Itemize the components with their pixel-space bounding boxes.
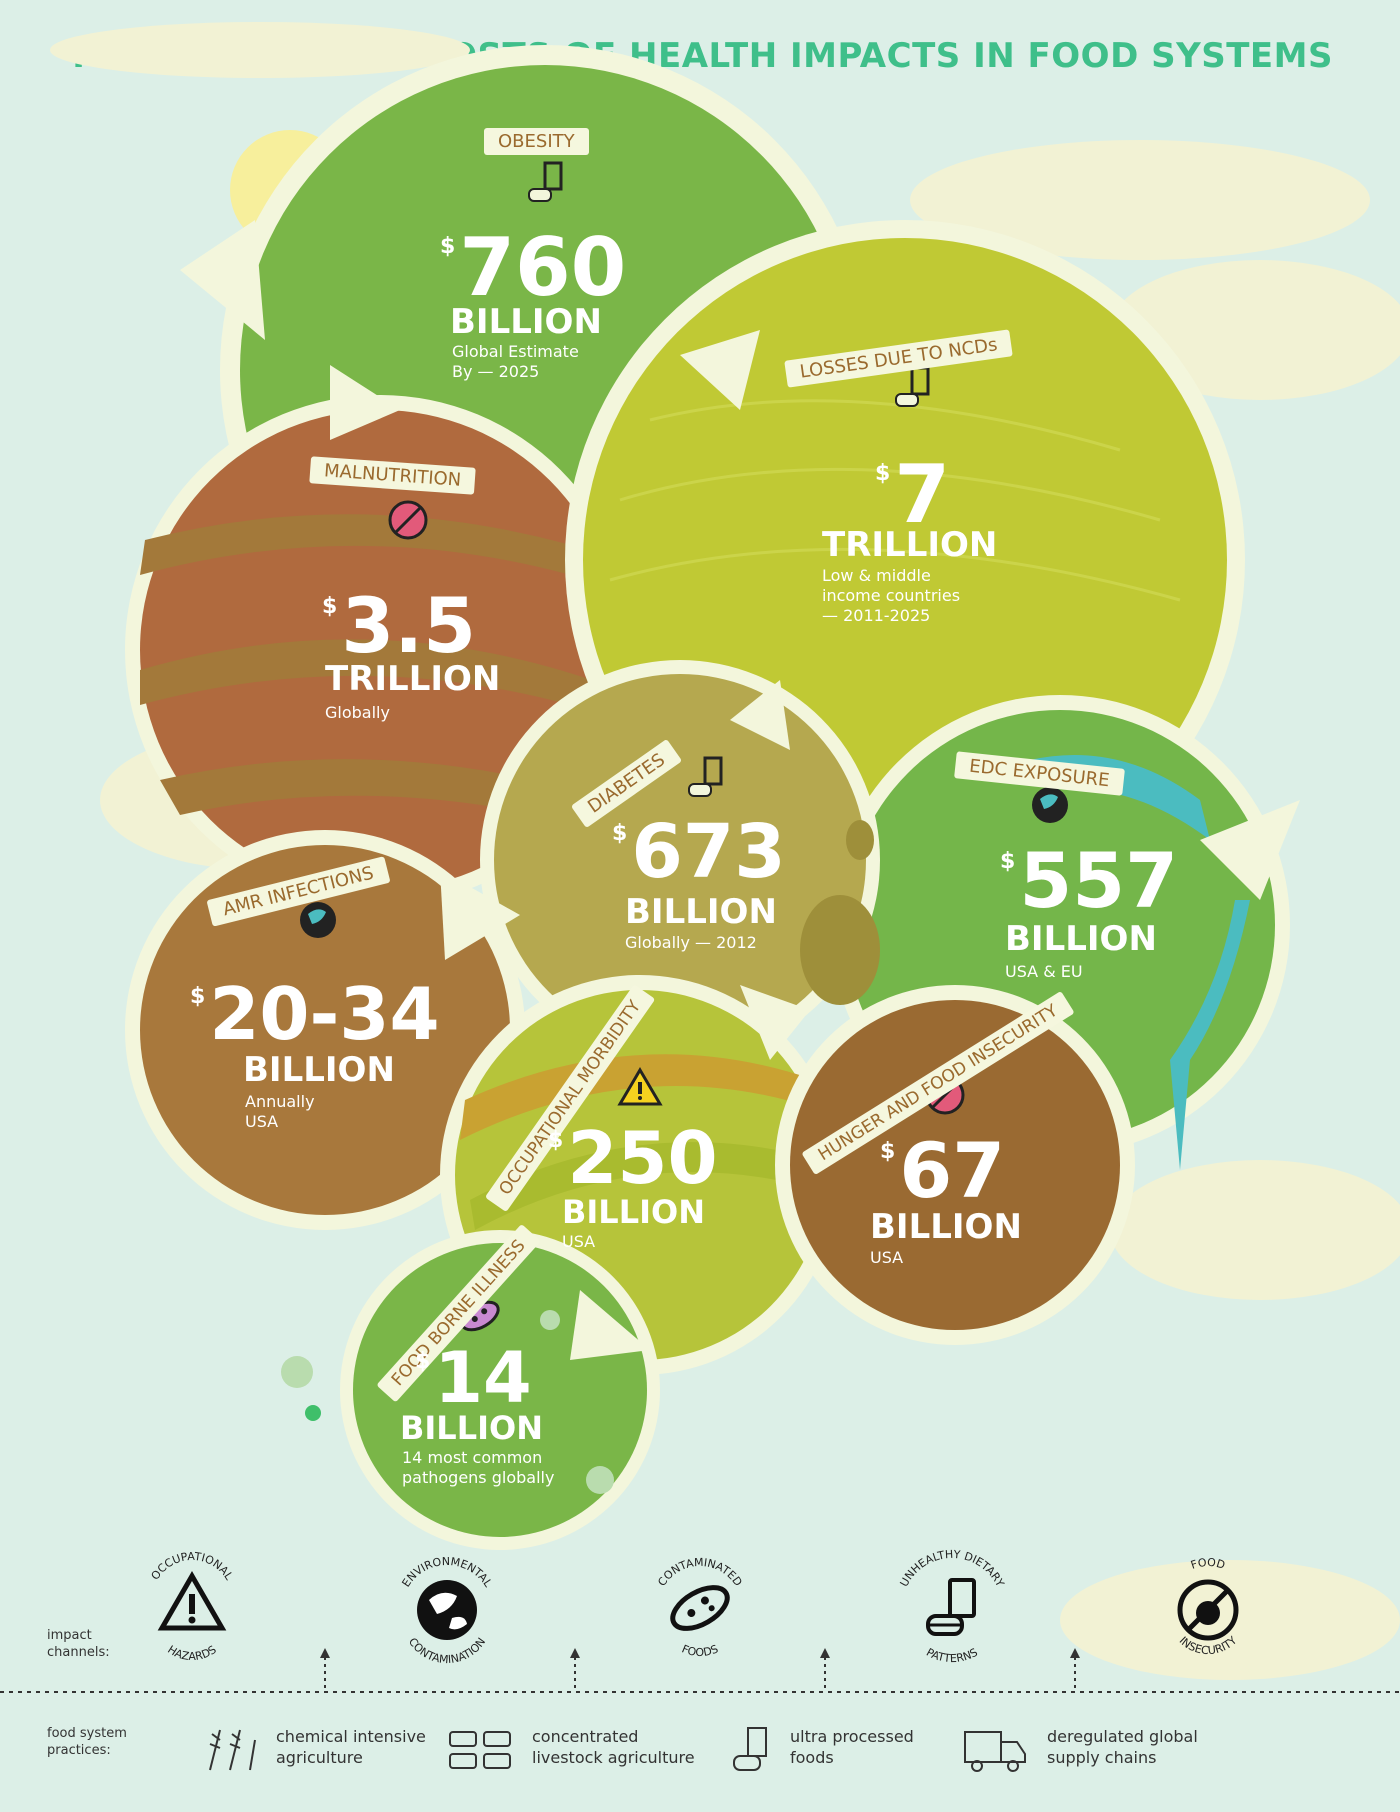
- amount-occupational: $250: [548, 1122, 718, 1194]
- svg-text:FOODS: FOODS: [680, 1642, 720, 1659]
- amount-value: 557: [1019, 836, 1178, 925]
- currency-symbol: $: [612, 821, 628, 846]
- amount-amr: $20-34: [190, 978, 440, 1050]
- practice-icon-processed-food: [733, 1727, 767, 1771]
- amount-hunger: $67: [880, 1133, 1005, 1209]
- food-system-practices-label: food system practices:: [47, 1726, 127, 1758]
- amount-value: 67: [899, 1126, 1006, 1215]
- legend-arrows: [320, 1648, 1080, 1688]
- amount-value: 760: [459, 221, 627, 314]
- amr-environmental-icon: [300, 902, 336, 938]
- bubble-diabetes-shape: [480, 660, 880, 1060]
- diabetes-diet-icon: [688, 756, 723, 797]
- amount-edc: $557: [1000, 843, 1178, 919]
- bubble-foodborne-shape: [340, 1230, 660, 1550]
- practice-livestock-agriculture: concentrated livestock agriculture: [532, 1727, 695, 1767]
- malnutrition-food-insecurity-icon: [388, 500, 428, 540]
- unit-hunger: BILLION: [870, 1207, 1022, 1247]
- unit-amr: BILLION: [243, 1050, 395, 1090]
- amount-value: 14: [434, 1337, 532, 1419]
- unit-diabetes: BILLION: [625, 892, 777, 932]
- amount-ncds: $7: [875, 455, 950, 535]
- currency-symbol: $: [548, 1128, 564, 1153]
- currency-symbol: $: [880, 1139, 896, 1164]
- channel-top-label: CONTAMINATED: [655, 1556, 744, 1589]
- amount-foodborne: $14: [415, 1343, 532, 1413]
- note-malnutrition: Globally: [325, 703, 390, 722]
- practice-icon-crops: [209, 1729, 256, 1771]
- currency-symbol: $: [875, 461, 891, 486]
- svg-text:UNHEALTHY DIETARY: UNHEALTHY DIETARY: [897, 1548, 1006, 1589]
- practice-icon-livestock: [449, 1731, 511, 1769]
- note-occupational: USA: [562, 1232, 596, 1251]
- note-amr: Annually USA: [245, 1092, 315, 1131]
- amount-malnutrition: $3.5: [322, 588, 476, 664]
- channel-icon-contaminated: [670, 1585, 730, 1631]
- svg-text:HAZARDS: HAZARDS: [165, 1643, 219, 1663]
- practice-deregulated-supply-chains: deregulated global supply chains: [1047, 1727, 1198, 1767]
- decorative-dots: [281, 1310, 614, 1494]
- unit-foodborne: BILLION: [400, 1409, 543, 1447]
- amount-obesity: $760: [440, 228, 626, 308]
- currency-symbol: $: [1000, 849, 1016, 874]
- bubble-hunger-shape: [775, 985, 1135, 1345]
- note-edc: USA & EU: [1005, 962, 1083, 981]
- amount-value: 3.5: [341, 581, 476, 670]
- background-clouds: [50, 22, 1400, 1680]
- currency-symbol: $: [440, 234, 456, 259]
- channel-icon-unhealthy-diet: [926, 1578, 976, 1636]
- channel-bottom-label: HAZARDS: [165, 1643, 219, 1663]
- note-diabetes: Globally — 2012: [625, 933, 757, 952]
- impact-channels-label: impact channels:: [47, 1628, 110, 1660]
- obesity-diet-icon: [528, 161, 563, 202]
- practice-ultra-processed-foods: ultra processed foods: [790, 1727, 914, 1767]
- note-obesity: Global Estimate By — 2025: [452, 342, 579, 381]
- occupational-warning-icon: [617, 1067, 663, 1106]
- note-foodborne: 14 most common pathogens globally: [402, 1448, 555, 1487]
- channel-bottom-label: FOODS: [680, 1642, 720, 1659]
- channel-top-label: UNHEALTHY DIETARY: [897, 1548, 1006, 1589]
- currency-symbol: $: [190, 984, 206, 1009]
- svg-text:CONTAMINATED: CONTAMINATED: [655, 1556, 744, 1589]
- channel-icon-environmental: [417, 1580, 477, 1640]
- unit-obesity: BILLION: [450, 302, 602, 342]
- unit-malnutrition: TRILLION: [325, 659, 501, 699]
- label-obesity: OBESITY: [484, 128, 589, 155]
- svg-text:PATTERNS: PATTERNS: [924, 1646, 980, 1665]
- amount-value: 673: [631, 809, 786, 895]
- amount-value: 7: [894, 448, 950, 541]
- practice-icon-truck: [964, 1731, 1026, 1772]
- amount-value: 20-34: [209, 972, 440, 1056]
- bubble-amr-shape: [125, 830, 525, 1230]
- channel-icon-food-insecurity: [1177, 1579, 1239, 1641]
- currency-symbol: $: [322, 594, 338, 619]
- unit-ncds: TRILLION: [822, 525, 998, 565]
- note-ncds: Low & middle income countries — 2011-202…: [822, 566, 961, 625]
- note-hunger: USA: [870, 1248, 904, 1267]
- unit-occupational: BILLION: [562, 1193, 705, 1231]
- unit-edc: BILLION: [1005, 919, 1157, 959]
- currency-symbol: $: [415, 1349, 431, 1374]
- amount-value: 250: [567, 1116, 718, 1200]
- channel-icon-occupational: [157, 1570, 227, 1631]
- amount-diabetes: $673: [612, 815, 786, 889]
- practice-chemical-agriculture: chemical intensive agriculture: [276, 1727, 426, 1767]
- channel-bottom-label: PATTERNS: [924, 1646, 980, 1665]
- edc-environmental-icon: [1032, 787, 1068, 823]
